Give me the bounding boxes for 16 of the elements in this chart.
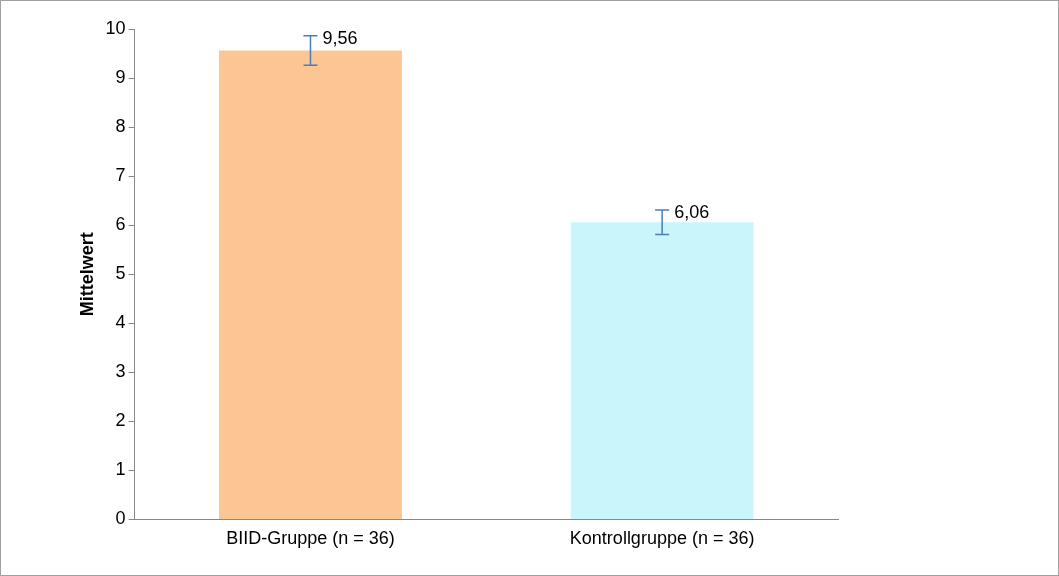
- y-tick-label: 10: [105, 17, 126, 38]
- y-tick-label: 9: [115, 67, 126, 88]
- y-tick-label: 8: [115, 116, 126, 137]
- y-tick-label: 0: [115, 508, 126, 529]
- x-tick-label: BIID-Gruppe (n = 36): [226, 528, 395, 549]
- y-axis-title: Mittelwert: [76, 232, 97, 317]
- y-tick-label: 5: [115, 263, 126, 284]
- data-label: 9,56: [322, 27, 358, 48]
- x-tick-label: Kontrollgruppe (n = 36): [569, 528, 755, 549]
- y-tick-label: 3: [115, 361, 126, 382]
- y-tick-label: 1: [115, 459, 126, 480]
- y-tick-label: 2: [115, 410, 126, 431]
- y-tick-label: 6: [115, 214, 126, 235]
- data-label: 6,06: [674, 201, 710, 222]
- y-tick-label: 4: [115, 312, 126, 333]
- y-tick-label: 7: [115, 165, 126, 186]
